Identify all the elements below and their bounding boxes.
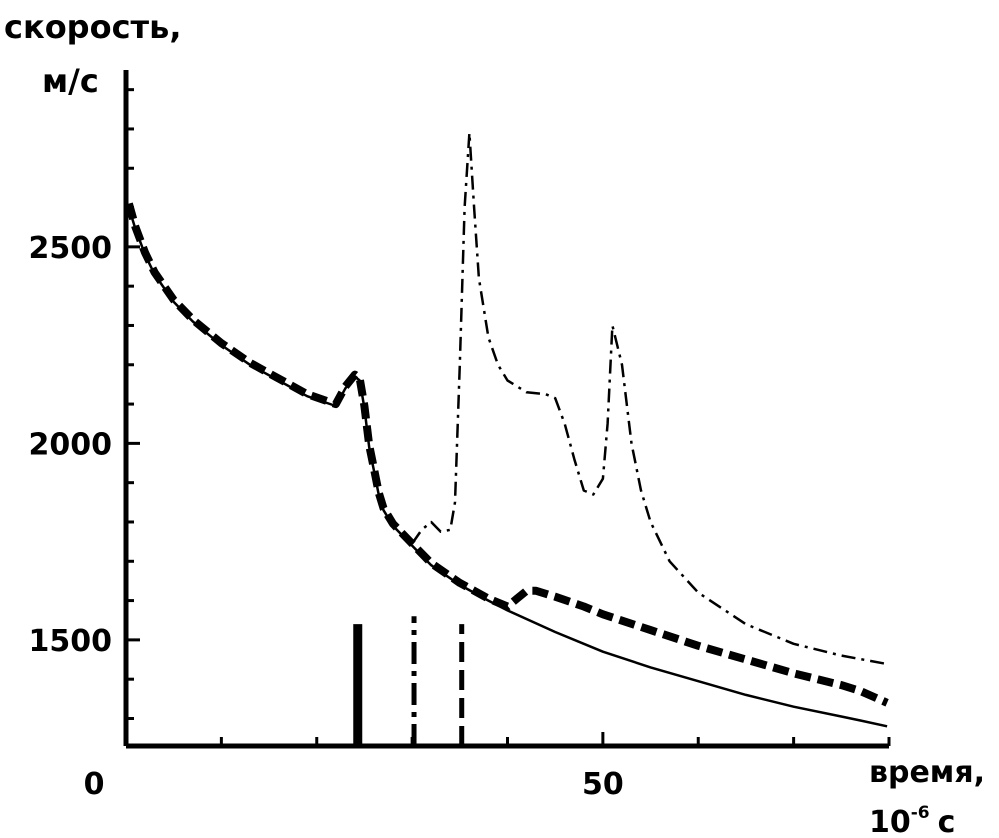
x-tick-label: 0 <box>84 767 105 802</box>
axes <box>126 70 889 746</box>
series-line-solid <box>129 208 887 727</box>
x-axis-label-line1: время, <box>869 755 985 790</box>
series-line-dashdot <box>412 133 884 664</box>
y-tick-label: 2500 <box>29 231 113 266</box>
x-axis-label-base: 10 <box>869 805 911 838</box>
series-group <box>129 133 887 726</box>
x-axis-label-exponent: -6 <box>911 803 930 823</box>
y-tick-label: 2000 <box>29 427 113 462</box>
x-axis-label-unit: с <box>938 805 956 838</box>
series-line-dashed <box>129 204 887 703</box>
ticks: 0 50 1500 2000 2500 <box>29 90 890 802</box>
y-tick-label: 1500 <box>29 624 113 659</box>
markers-group <box>358 616 462 746</box>
y-axis-label-line1: скорость, <box>4 8 181 46</box>
x-axis-label-line2: 10-6 с <box>869 803 955 838</box>
y-axis-label-line2: м/с <box>42 62 99 100</box>
x-tick-label: 50 <box>582 767 624 802</box>
